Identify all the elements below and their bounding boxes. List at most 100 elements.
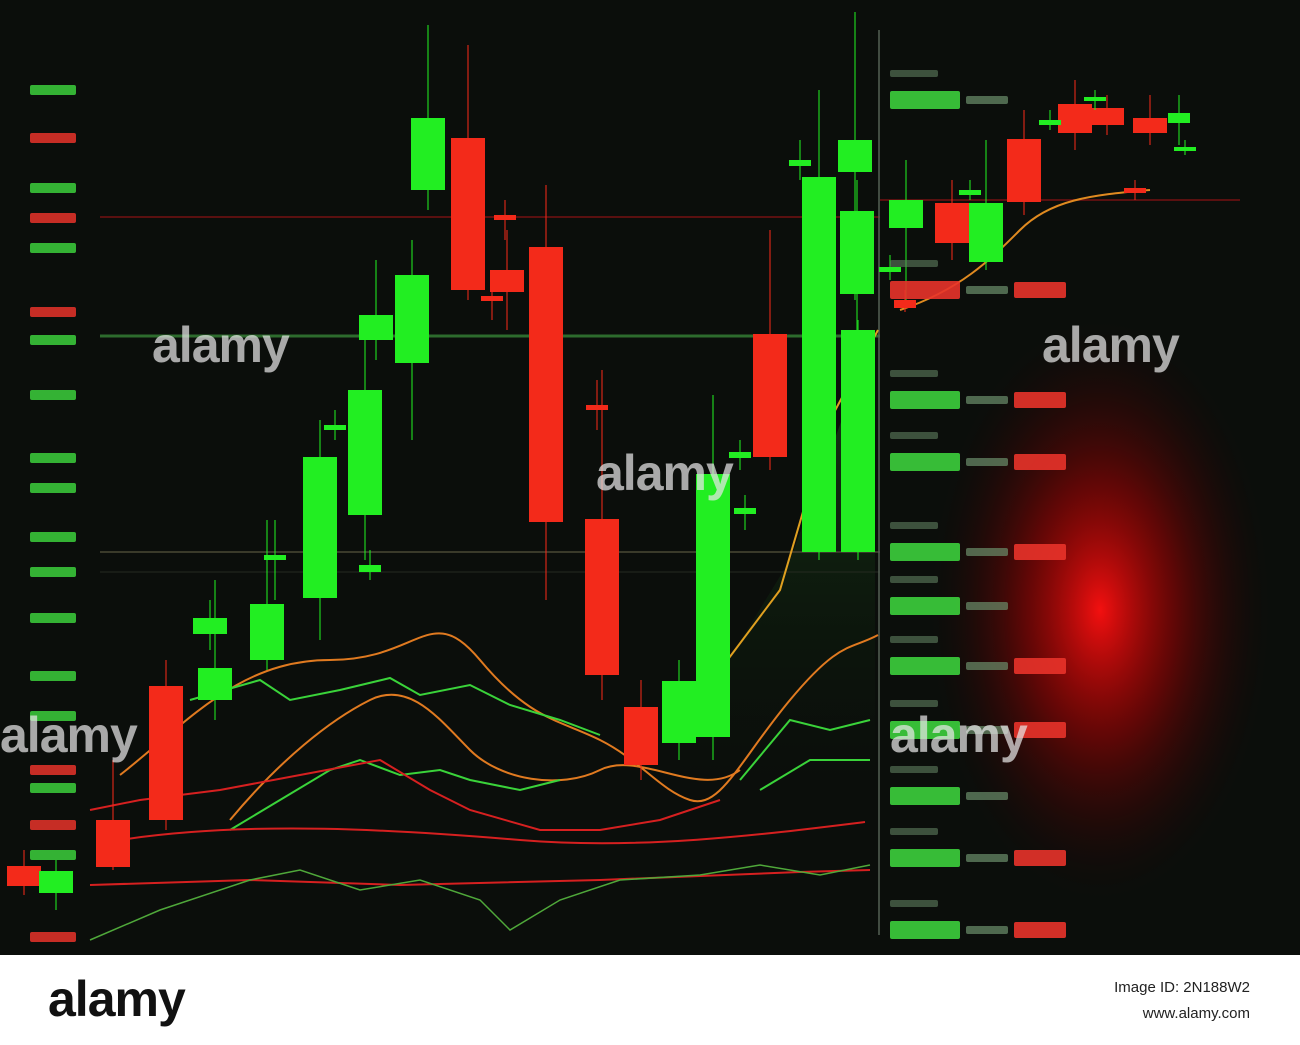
watermark: alamy xyxy=(0,707,138,763)
watermark: alamy xyxy=(890,707,1028,763)
axis-label-glyphs xyxy=(30,453,76,463)
candle-body xyxy=(96,820,130,867)
candle-body xyxy=(39,871,73,893)
indicator-line xyxy=(119,632,879,803)
row-secondary-glyphs xyxy=(966,726,1008,734)
row-sub-glyphs xyxy=(890,522,938,529)
candle-body xyxy=(1133,118,1167,133)
axis-label-glyphs xyxy=(30,213,76,223)
candle-body xyxy=(624,707,658,765)
candle-body xyxy=(840,211,874,294)
watermark: alamy xyxy=(152,317,290,373)
row-tertiary-glyphs xyxy=(1014,922,1066,938)
axis-label-glyphs xyxy=(30,613,76,623)
row-sub-glyphs xyxy=(890,636,938,643)
row-primary-glyphs xyxy=(890,787,960,805)
watermark: alamy xyxy=(1042,317,1180,373)
axis-label-glyphs xyxy=(30,390,76,400)
candle-body xyxy=(303,457,337,598)
info-rows xyxy=(890,70,1066,939)
row-primary-glyphs xyxy=(890,281,960,299)
row-sub-glyphs xyxy=(890,260,938,267)
candle-body xyxy=(359,565,381,572)
candle-body xyxy=(585,519,619,675)
row-sub-glyphs xyxy=(890,370,938,377)
indicator-line xyxy=(189,676,601,736)
footer-brand: alamy xyxy=(48,971,186,1027)
row-primary-glyphs xyxy=(890,391,960,409)
axis-label-glyphs xyxy=(30,532,76,542)
candle-body xyxy=(395,275,429,363)
row-tertiary-glyphs xyxy=(1014,658,1066,674)
candle-body xyxy=(324,425,346,430)
watermarks: alamy alamy alamy alamy alamy xyxy=(0,317,1181,763)
axis-label-glyphs xyxy=(30,711,76,721)
candles xyxy=(7,12,1196,910)
candle-body xyxy=(359,315,393,340)
footer xyxy=(0,955,1300,1045)
axis-label-glyphs xyxy=(30,483,76,493)
indicator-line xyxy=(739,718,871,781)
candle-body xyxy=(529,247,563,522)
axis-label-glyphs xyxy=(30,671,76,681)
candle-body xyxy=(935,203,969,243)
candle-body xyxy=(494,215,516,220)
candle-body xyxy=(7,866,41,886)
candle-body xyxy=(1124,188,1146,193)
candle-body xyxy=(662,681,696,743)
candle-body xyxy=(250,604,284,660)
candle-body xyxy=(889,200,923,228)
row-sub-glyphs xyxy=(890,900,938,907)
indicator-lines xyxy=(89,189,1151,941)
candle-body xyxy=(789,160,811,166)
row-sub-glyphs xyxy=(890,700,938,707)
row-tertiary-glyphs xyxy=(1014,544,1066,560)
row-primary-glyphs xyxy=(890,91,960,109)
candle-body xyxy=(802,177,836,552)
candle-body xyxy=(193,618,227,634)
candle-body xyxy=(481,296,503,301)
row-secondary-glyphs xyxy=(966,548,1008,556)
indicator-line xyxy=(229,758,561,831)
row-tertiary-glyphs xyxy=(1014,282,1066,298)
row-primary-glyphs xyxy=(890,921,960,939)
axis-label-glyphs xyxy=(30,567,76,577)
row-secondary-glyphs xyxy=(966,96,1008,104)
footer-url: www.alamy.com xyxy=(1142,1005,1250,1022)
candle-body xyxy=(1168,113,1190,123)
indicator-line xyxy=(229,693,741,821)
row-primary-glyphs xyxy=(890,721,960,739)
row-primary-glyphs xyxy=(890,597,960,615)
row-secondary-glyphs xyxy=(966,854,1008,862)
candle-body xyxy=(198,668,232,700)
indicator-line xyxy=(759,759,870,791)
row-tertiary-glyphs xyxy=(1014,454,1066,470)
candle-body xyxy=(959,190,981,195)
watermark: alamy xyxy=(596,445,734,501)
axis-label-glyphs xyxy=(30,850,76,860)
axis-label-glyphs xyxy=(30,765,76,775)
row-sub-glyphs xyxy=(890,576,938,583)
row-secondary-glyphs xyxy=(966,926,1008,934)
row-secondary-glyphs xyxy=(966,792,1008,800)
candle-body xyxy=(841,330,875,552)
candle-body xyxy=(1058,104,1092,133)
labels xyxy=(30,85,76,942)
row-sub-glyphs xyxy=(890,828,938,835)
candle-body xyxy=(696,474,730,737)
row-secondary-glyphs xyxy=(966,286,1008,294)
row-tertiary-glyphs xyxy=(1014,392,1066,408)
row-sub-glyphs xyxy=(890,432,938,439)
row-primary-glyphs xyxy=(890,543,960,561)
indicator-line xyxy=(119,821,866,845)
axis-label-glyphs xyxy=(30,783,76,793)
candle-body xyxy=(411,118,445,190)
row-sub-glyphs xyxy=(890,70,938,77)
row-secondary-glyphs xyxy=(966,458,1008,466)
axis-label-glyphs xyxy=(30,820,76,830)
candle-body xyxy=(729,452,751,458)
candle-body xyxy=(1174,147,1196,151)
indicator-line xyxy=(89,869,871,887)
candle-body xyxy=(838,140,872,172)
